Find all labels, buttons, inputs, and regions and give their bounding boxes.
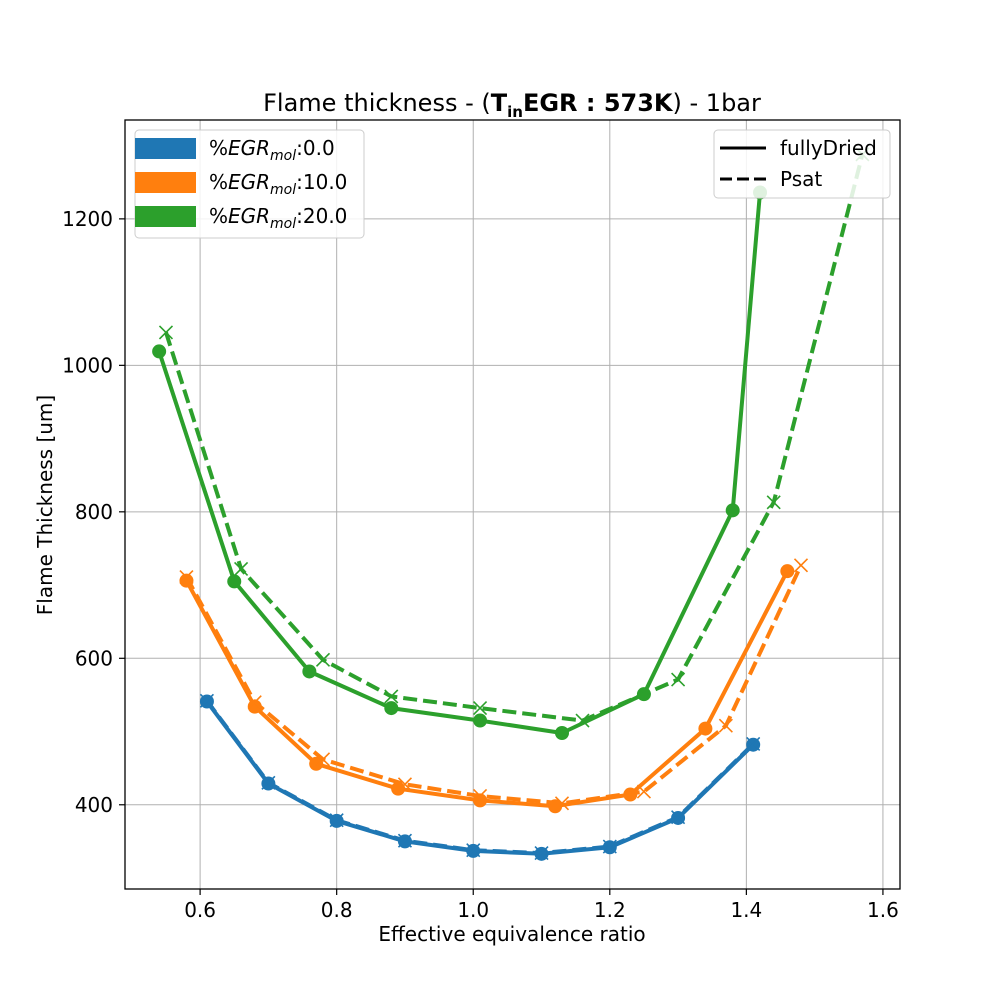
data-point [315,652,331,667]
data-point [780,564,795,579]
legend-swatch [135,206,196,227]
data-point [602,839,617,854]
data-point [671,810,686,825]
y-axis-label: Flame Thickness [um] [33,395,57,615]
data-point [793,558,809,573]
data-point [391,781,406,796]
data-point [247,695,262,710]
legend-label: fullyDried [780,136,877,160]
data-point [329,813,344,828]
data-point [473,713,488,728]
x-tick-label: 1.2 [594,898,626,922]
legend-label: Psat [780,167,822,191]
y-tick-label: 1000 [62,353,113,377]
plot-frame [124,119,901,890]
data-point [397,777,413,792]
legend-label: %EGRmol:20.0 [209,204,347,232]
data-point [466,843,481,858]
data-point [384,689,399,704]
y-axis-ticks: 400 600 800 1000 1200 [62,207,125,817]
data-point [473,788,488,804]
data-point [179,569,194,585]
data-point [234,561,249,577]
x-tick-label: 1.0 [457,898,489,922]
data-point [199,693,215,708]
y-tick-label: 400 [75,793,113,817]
data-point [698,721,713,736]
data-point [555,726,570,741]
data-point [261,775,276,790]
x-axis-ticks: 0.6 0.8 1.0 1.2 1.4 1.6 [184,889,899,922]
data-point [315,752,331,767]
data-point [152,344,167,359]
data-point [384,701,399,716]
y-tick-label: 600 [75,646,113,670]
data-point [302,664,317,679]
data-point [718,718,733,733]
egr-legend: %EGRmol:0.0 %EGRmol:10.0 %EGRmol:20.0 [134,129,365,239]
data-point [227,574,242,589]
legend-swatch [135,138,196,159]
data-point [158,325,174,340]
series-egr-20.0-fullyDried [152,185,768,741]
data-point [725,503,740,518]
x-axis-label: Effective equivalence ratio [378,922,645,946]
data-point [397,833,413,848]
series-layer [152,147,870,861]
data-point [636,784,652,799]
style-legend: fullyDried Psat [713,129,891,199]
data-point [766,495,781,510]
legend-swatch [135,172,196,193]
legend-label: %EGRmol:10.0 [209,170,347,198]
x-tick-label: 0.8 [321,898,353,922]
x-tick-label: 1.6 [867,898,899,922]
series-egr-10.0-Psat [179,558,809,811]
series-egr-0.0-Psat [199,693,761,861]
data-point [671,672,686,687]
data-point [473,701,488,716]
data-point [309,756,324,771]
chart-title: Flame thickness - (TinEGR : 573K) - 1bar [263,89,761,121]
data-point [746,736,761,752]
data-point [554,796,570,811]
y-tick-label: 1200 [62,207,113,231]
x-tick-label: 0.6 [184,898,216,922]
series-line [164,153,865,723]
legend-label: %EGRmol:0.0 [209,136,335,164]
y-tick-label: 800 [75,500,113,524]
data-point [534,846,549,861]
data-point [575,713,590,728]
x-tick-label: 1.4 [730,898,762,922]
